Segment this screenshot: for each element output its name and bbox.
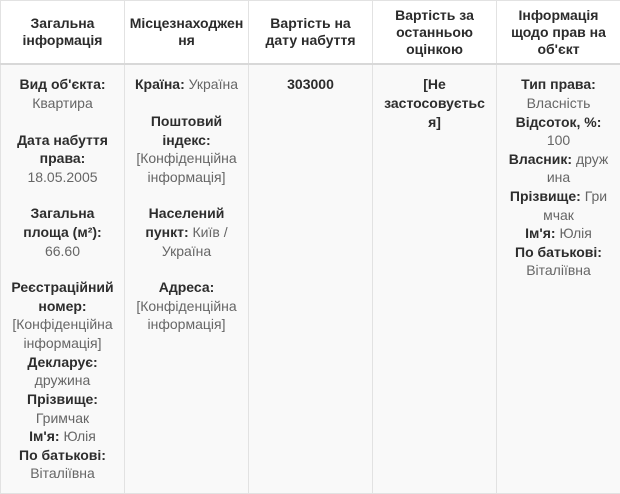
field-value: 66.60	[45, 243, 80, 259]
field-owner-surname: Прізвище: Гримчак	[506, 187, 611, 224]
field-settlement: Населений пункт: Київ / Україна	[134, 204, 239, 260]
cell-location: Країна: Україна Поштовий індекс: [Конфід…	[125, 64, 249, 493]
col-header-value-last-assessment: Вартість за останньою оцінкою	[373, 1, 497, 65]
field-value: [Конфіденційна інформація]	[12, 316, 112, 351]
field-label: Тип права:	[521, 76, 596, 92]
field-label: Дата набуття права:	[17, 132, 108, 167]
col-header-location: Місцезнаходження	[125, 1, 249, 65]
field-label: Вид об'єкта:	[19, 76, 105, 92]
field-label: Прізвище:	[510, 188, 581, 204]
table-header-row: Загальна інформація Місцезнаходження Вар…	[1, 1, 620, 65]
field-label: Декларує:	[27, 354, 97, 370]
field-value: Юлія	[63, 428, 95, 444]
cell-value-at-acquisition: 303000	[249, 64, 373, 493]
field-label: Адреса:	[159, 279, 215, 295]
field-declarant-surname: Прізвище: Гримчак	[10, 390, 115, 427]
field-postal-code: Поштовий індекс: [Конфіденційна інформац…	[134, 112, 239, 186]
field-value: [Конфіденційна інформація]	[136, 298, 236, 333]
field-value: Власність	[527, 95, 591, 111]
last-assessment-value: [Не застосовується]	[382, 75, 487, 131]
field-owner: Власник: дружина	[506, 150, 611, 187]
field-object-type: Вид об'єкта: Квартира	[10, 75, 115, 112]
field-value: Віталіївна	[526, 262, 591, 278]
field-label: Власник:	[509, 151, 572, 167]
field-label: Ім'я:	[29, 428, 59, 444]
col-header-general-info: Загальна інформація	[1, 1, 125, 65]
field-value: [Конфіденційна інформація]	[136, 150, 236, 185]
field-owner-patronymic: По батькові: Віталіївна	[506, 243, 611, 280]
acquisition-value: 303000	[258, 75, 363, 94]
field-label: Ім'я:	[525, 225, 555, 241]
field-country: Країна: Україна	[134, 75, 239, 94]
field-label: Поштовий індекс:	[151, 113, 222, 148]
col-header-value-at-acquisition: Вартість на дату набуття	[249, 1, 373, 65]
field-value: Гримчак	[36, 410, 89, 426]
field-value: Україна	[189, 76, 238, 92]
field-label: Країна:	[135, 76, 185, 92]
field-percent: Відсоток, %: 100	[506, 113, 611, 150]
table-row: Вид об'єкта: Квартира Дата набуття права…	[1, 64, 620, 493]
field-total-area: Загальна площа (м²): 66.60	[10, 204, 115, 260]
field-value: Юлія	[559, 225, 591, 241]
field-acquisition-date: Дата набуття права: 18.05.2005	[10, 131, 115, 187]
field-address: Адреса: [Конфіденційна інформація]	[134, 278, 239, 334]
col-header-object-rights: Інформація щодо прав на об'єкт	[497, 1, 620, 65]
field-registration-number: Реєстраційний номер: [Конфіденційна інфо…	[10, 278, 115, 352]
field-right-type: Тип права: Власність	[506, 75, 611, 112]
field-value: 100	[547, 132, 570, 148]
cell-general-info: Вид об'єкта: Квартира Дата набуття права…	[1, 64, 125, 493]
field-label: По батькові:	[515, 244, 602, 260]
field-label: По батькові:	[19, 447, 106, 463]
field-declarant-firstname: Ім'я: Юлія	[10, 427, 115, 446]
field-declared-by: Декларує: дружина	[10, 353, 115, 390]
cell-value-last-assessment: [Не застосовується]	[373, 64, 497, 493]
cell-object-rights: Тип права: Власність Відсоток, %: 100 Вл…	[497, 64, 620, 493]
field-label: Прізвище:	[27, 391, 98, 407]
field-label: Відсоток, %:	[516, 114, 602, 130]
field-value: дружина	[35, 372, 91, 388]
field-value: Віталіївна	[30, 465, 95, 481]
field-value: 18.05.2005	[27, 169, 97, 185]
field-owner-firstname: Ім'я: Юлія	[506, 224, 611, 243]
field-label: Загальна площа (м²):	[23, 205, 101, 240]
field-value: Квартира	[32, 95, 93, 111]
field-label: Реєстраційний номер:	[11, 279, 113, 314]
field-declarant-patronymic: По батькові: Віталіївна	[10, 446, 115, 483]
